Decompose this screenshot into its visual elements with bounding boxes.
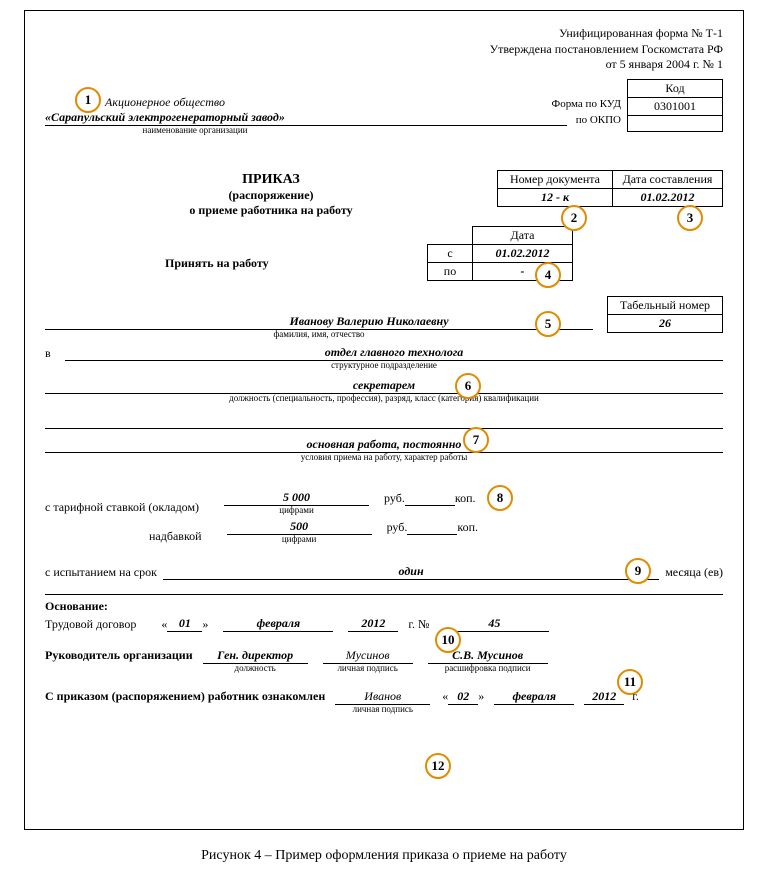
doc-num-hdr: Номер документа: [498, 170, 613, 188]
manager-position-cap: должность: [203, 664, 308, 673]
hire-to-lbl: по: [428, 262, 473, 280]
manager-decode-cap: расшифровка подписи: [428, 664, 548, 673]
person-conditions: основная работа, постоянно: [45, 437, 723, 452]
nadb-label: надбавкой: [149, 529, 202, 544]
marker-7: 7: [463, 427, 489, 453]
marker-3: 3: [677, 205, 703, 231]
basis-g: г. №: [408, 617, 429, 632]
nadb-tsifr: цифрами: [227, 535, 372, 544]
basis-month: февраля: [223, 616, 333, 632]
figure-caption: Рисунок 4 – Пример оформления приказа о …: [0, 848, 768, 864]
conditions-caption: условия приема на работу, характер работ…: [45, 453, 723, 462]
doc-date-hdr: Дата составления: [613, 170, 723, 188]
doc-date: 01.02.2012: [613, 188, 723, 206]
quote-close1: »: [202, 617, 208, 632]
ack-day: 02: [448, 689, 478, 705]
hire-from-lbl: с: [428, 244, 473, 262]
manager-position: Ген. директор: [203, 648, 308, 664]
code-okpo: [628, 115, 723, 131]
basis-day: 01: [167, 616, 202, 632]
hire-label: Принять на работу: [45, 226, 723, 271]
code-val: 0301001: [628, 97, 723, 115]
trial-val: один: [163, 564, 659, 580]
org-caption: наименование организации: [45, 126, 345, 135]
trial-label: с испытанием на срок: [45, 565, 157, 580]
form-header: Унифицированная форма № Т-1 Утверждена п…: [45, 26, 723, 73]
manager-label: Руководитель организации: [45, 648, 193, 663]
manager-sign: Мусинов: [323, 648, 413, 664]
hire-date-hdr: Дата: [473, 226, 573, 244]
marker-6: 6: [455, 373, 481, 399]
hire-from: 01.02.2012: [473, 244, 573, 262]
form-kud-label: Форма по КУД: [552, 98, 627, 110]
tab-hdr: Табельный номер: [608, 296, 723, 314]
basis-year: 2012: [348, 616, 398, 632]
ack-sign-cap: личная подпись: [335, 705, 430, 714]
dept-caption: структурное подразделение: [45, 361, 723, 370]
rub-label1: руб.: [384, 491, 405, 515]
ack-label: С приказом (распоряжением) работник озна…: [45, 689, 325, 704]
rub-label2: руб.: [387, 520, 408, 544]
marker-8: 8: [487, 485, 513, 511]
marker-5: 5: [535, 311, 561, 337]
tab-val: 26: [608, 314, 723, 332]
manager-sign-cap: личная подпись: [323, 664, 413, 673]
form-header-line2: Утверждена постановлением Госкомстата РФ: [45, 42, 723, 58]
person-fio: Иванову Валерию Николаевну: [45, 314, 593, 329]
ack-month: февраля: [494, 689, 574, 705]
form-header-line3: от 5 января 2004 г. № 1: [45, 57, 723, 73]
marker-10: 10: [435, 627, 461, 653]
ack-year: 2012: [584, 689, 624, 705]
doc-table: Номер документа Дата составления 12 - к …: [497, 170, 723, 207]
doc-num: 12 - к: [498, 188, 613, 206]
marker-1: 1: [75, 87, 101, 113]
marker-9: 9: [625, 558, 651, 584]
person-dept: отдел главного технолога: [65, 345, 723, 361]
v-label: в: [45, 346, 65, 361]
basis-label: Основание:: [45, 599, 723, 614]
ack-sign: Иванов: [335, 689, 430, 705]
tarif-label: с тарифной ставкой (окладом): [45, 500, 199, 515]
code-table: Код 0301001: [627, 79, 723, 132]
position-caption: должность (специальность, профессия), ра…: [45, 394, 723, 403]
okpo-label: по ОКПО: [567, 114, 627, 126]
quote-close2: »: [478, 689, 484, 704]
form-header-line1: Унифицированная форма № Т-1: [45, 26, 723, 42]
kop-label1: коп.: [455, 491, 476, 515]
marker-2: 2: [561, 205, 587, 231]
kop-label2: коп.: [457, 520, 478, 544]
document-page: 123456789101112 Унифицированная форма № …: [24, 10, 744, 830]
org-ao: Акционерное общество: [105, 95, 225, 110]
marker-4: 4: [535, 262, 561, 288]
basis-contract: Трудовой договор: [45, 617, 136, 632]
code-header: Код: [628, 79, 723, 97]
marker-12: 12: [425, 753, 451, 779]
tab-table: Табельный номер 26: [607, 296, 723, 333]
marker-11: 11: [617, 669, 643, 695]
nadb-val: 500: [227, 519, 372, 535]
fio-caption: фамилия, имя, отчество: [45, 330, 593, 339]
tarif-val: 5 000: [224, 490, 369, 506]
person-position: секретарем: [45, 378, 723, 393]
trial-unit: месяца (ев): [665, 565, 723, 580]
tarif-tsifr: цифрами: [224, 506, 369, 515]
